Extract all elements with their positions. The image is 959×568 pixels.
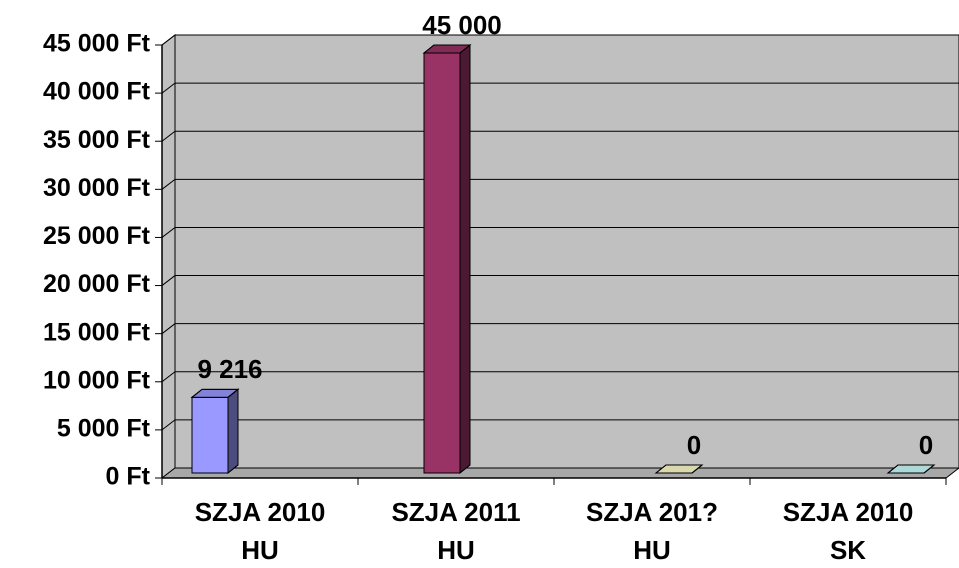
grid-line xyxy=(161,419,959,431)
y-tick-label: 15 000 Ft xyxy=(43,318,151,346)
y-tick-label: 45 000 Ft xyxy=(43,30,151,58)
back-wall xyxy=(174,34,959,469)
y-tick-label: 20 000 Ft xyxy=(43,270,151,298)
grid-line xyxy=(161,371,959,383)
y-tick-label: 30 000 Ft xyxy=(43,174,151,202)
bar-side-shade xyxy=(227,388,239,475)
data-label: 45 000 xyxy=(422,10,502,40)
x-tick-label: SZJA 2010 SK xyxy=(782,497,914,565)
grid-line xyxy=(161,34,959,46)
y-tick-label: 5 000 Ft xyxy=(57,414,151,442)
bar-top-shade xyxy=(886,464,936,474)
bar-front xyxy=(423,52,461,474)
bar-top-shade xyxy=(654,464,704,474)
x-tick-label: SZJA 201? HU xyxy=(586,497,718,565)
data-label: 0 xyxy=(919,430,933,460)
grid-line xyxy=(161,275,959,286)
bar xyxy=(886,464,936,474)
grid-line xyxy=(161,82,959,94)
bar-top-shade xyxy=(422,44,472,54)
bar xyxy=(190,388,240,475)
x-tick-label: SZJA 2010 HU xyxy=(194,497,326,565)
y-tick-label: 35 000 Ft xyxy=(43,126,151,154)
x-tick-label: SZJA 2011 HU xyxy=(391,497,521,565)
grid-line xyxy=(161,130,959,142)
data-label: 9 216 xyxy=(197,354,262,384)
y-tick-label: 25 000 Ft xyxy=(43,222,151,250)
data-label: 0 xyxy=(687,430,701,460)
bar-top-shade xyxy=(190,388,240,398)
side-wall xyxy=(161,33,176,480)
bar xyxy=(422,43,472,475)
grid-line xyxy=(161,178,959,190)
y-tick-label: 40 000 Ft xyxy=(43,78,151,106)
y-tick-label: 0 Ft xyxy=(106,463,151,491)
bar xyxy=(654,464,704,474)
y-tick-label: 10 000 Ft xyxy=(43,366,151,394)
grid-line xyxy=(161,323,959,335)
floor xyxy=(160,467,959,479)
bar-side-shade xyxy=(459,43,471,475)
grid-line xyxy=(161,226,959,238)
bar-front xyxy=(191,396,229,474)
